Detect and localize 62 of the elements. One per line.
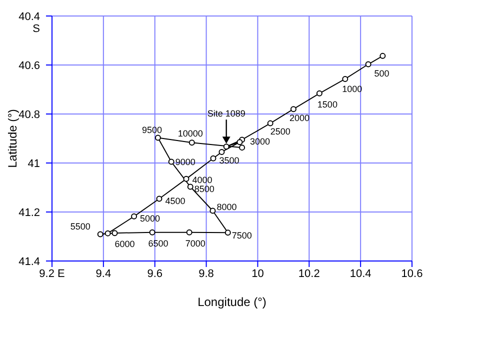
annotation: 3000 <box>250 136 270 147</box>
x-tick-label: 9.4 <box>96 268 112 280</box>
point <box>224 230 231 236</box>
annotation: 7500 <box>232 230 252 241</box>
y-tick-label: 40.6 <box>18 60 40 72</box>
y-tick-label: 40.4 S <box>18 11 40 35</box>
point <box>365 61 372 68</box>
point <box>210 208 216 214</box>
x-tick-label: 10.6 <box>401 268 423 280</box>
annotation: 6000 <box>114 239 135 250</box>
annotation: 6500 <box>148 238 168 248</box>
annotation: 9000 <box>175 156 196 167</box>
x-tick-label: 10.4 <box>350 268 372 280</box>
point <box>112 230 118 236</box>
point <box>290 106 296 112</box>
annotation: 8000 <box>216 202 237 212</box>
point <box>218 148 225 155</box>
annotation: 500 <box>374 68 390 78</box>
point <box>183 176 190 182</box>
annotation: 1000 <box>342 84 362 94</box>
x-tick-label: 10 <box>252 268 264 280</box>
annotation: 9500 <box>142 124 162 135</box>
point <box>131 213 138 220</box>
x-tick-label: 9.8 <box>198 268 214 280</box>
point <box>239 144 246 151</box>
y-tick-label: 41.2 <box>18 207 40 219</box>
point <box>210 155 216 162</box>
annotation: 5000 <box>140 213 160 224</box>
annotation: 8500 <box>194 184 214 194</box>
annotation: 2500 <box>270 126 290 136</box>
y-tick-label: 40.8 <box>18 109 40 121</box>
point <box>168 158 174 165</box>
y-axis-title: Latitude (°) <box>5 109 20 168</box>
point <box>342 76 348 82</box>
point <box>97 231 104 238</box>
annotation: 2000 <box>289 113 310 124</box>
point <box>316 90 322 96</box>
point <box>186 229 192 236</box>
point <box>154 134 161 141</box>
point <box>223 144 230 150</box>
annotation: Site 1089 <box>207 108 246 119</box>
annotation: 7000 <box>185 238 206 248</box>
point <box>188 140 195 146</box>
annotation: 4000 <box>192 174 212 185</box>
point <box>236 139 243 146</box>
annotation: 3500 <box>219 155 240 166</box>
annotation: 10000 <box>178 128 203 139</box>
annotation: 1500 <box>317 99 338 110</box>
point <box>380 52 386 59</box>
point <box>104 230 111 236</box>
point <box>149 229 156 236</box>
x-tick-label: 9.2 E <box>39 268 65 280</box>
point <box>267 120 274 126</box>
annotation: 4500 <box>165 196 186 206</box>
x-axis-title: Longitude (°) <box>198 295 266 309</box>
point <box>187 184 194 190</box>
point <box>156 196 162 202</box>
y-tick-label: 41 <box>28 158 40 170</box>
x-tick-label: 9.6 <box>147 268 163 280</box>
x-tick-label: 10.2 <box>298 268 320 280</box>
y-tick-label: 41.4 <box>18 256 40 268</box>
annotation: 5500 <box>70 221 90 232</box>
